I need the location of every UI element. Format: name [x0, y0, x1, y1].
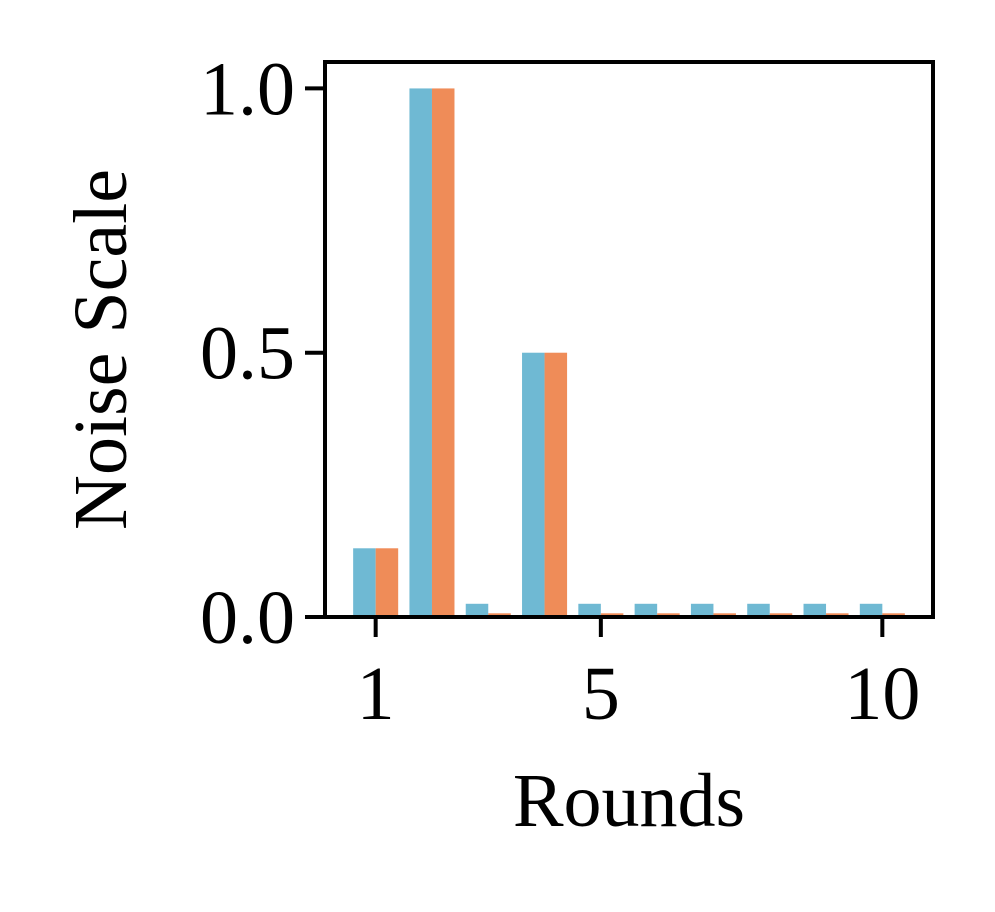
- bar-series1-round-1: [353, 548, 376, 617]
- bars-group: [353, 88, 905, 617]
- bar-series1-round-2: [409, 88, 432, 617]
- bar-series1-round-9: [803, 603, 827, 617]
- plot-frame: [323, 60, 935, 619]
- x-tick-label: 1: [357, 652, 395, 736]
- bar-series1-round-10: [859, 603, 883, 617]
- bar-series2-round-2: [431, 88, 455, 617]
- bar-series1-round-7: [690, 603, 714, 617]
- bar-series1-round-8: [747, 603, 770, 617]
- x-tick-label: 5: [582, 652, 620, 736]
- bar-series2-round-4: [544, 352, 568, 617]
- y-tick-label: 1.0: [200, 47, 295, 131]
- y-axis: 0.0 0.5 1.0: [200, 47, 325, 660]
- x-axis: 1 5 10: [357, 617, 920, 736]
- bar-series1-round-3: [465, 603, 489, 617]
- x-axis-title: Rounds: [513, 759, 745, 843]
- x-tick-label: 10: [844, 652, 920, 736]
- bar-series1-round-4: [522, 352, 545, 617]
- y-tick-label: 0.0: [200, 576, 295, 660]
- y-axis-title: Noise Scale: [59, 169, 143, 530]
- bar-series2-round-1: [375, 548, 399, 617]
- y-tick-label: 0.5: [200, 312, 295, 396]
- bar-series1-round-5: [578, 603, 601, 617]
- bar-series1-round-6: [634, 603, 658, 617]
